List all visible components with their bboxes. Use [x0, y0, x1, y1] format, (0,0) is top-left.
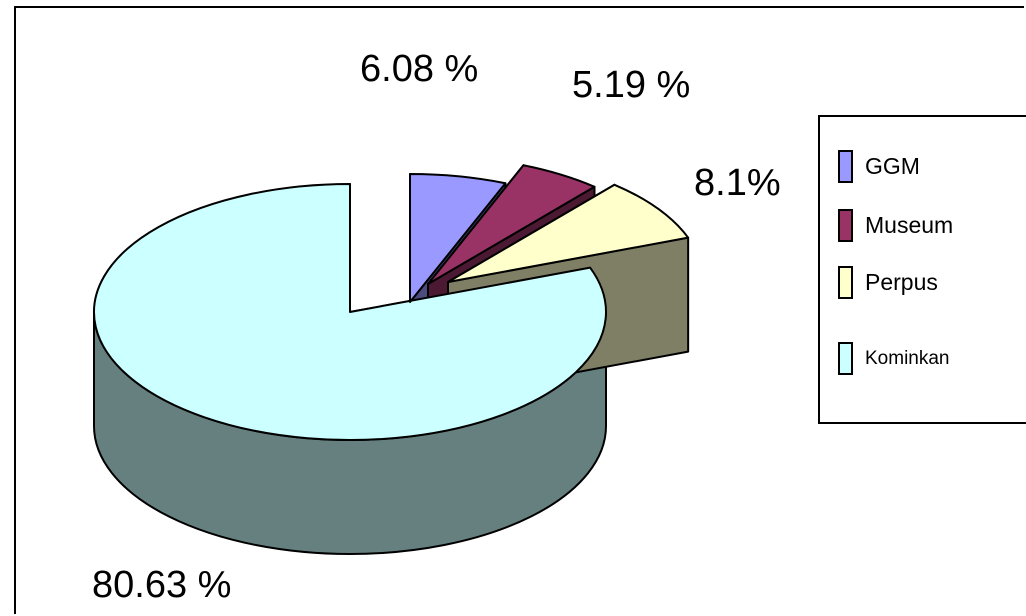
value-label-perpus: 8.1% — [694, 162, 781, 204]
legend-item-museum: Museum — [838, 209, 953, 242]
slice-ggm — [409, 173, 507, 303]
legend-item-kominkan: Kominkan — [838, 342, 950, 375]
legend-label-ggm: GGM — [865, 153, 920, 179]
legend-swatch-perpus — [838, 266, 853, 299]
legend: GGM Museum Perpus Kominkan — [818, 115, 1026, 424]
legend-label-museum: Museum — [865, 212, 954, 238]
slice-museum — [427, 164, 596, 285]
slice-kominkan — [93, 183, 607, 441]
chart-frame — [14, 6, 1024, 614]
value-label-kominkan: 80.63 % — [92, 564, 232, 606]
slice-perpus — [447, 183, 690, 283]
legend-item-perpus: Perpus — [838, 266, 938, 299]
legend-item-ggm: GGM — [838, 150, 920, 183]
legend-swatch-museum — [838, 209, 853, 242]
legend-swatch-kominkan — [838, 342, 853, 375]
legend-label-kominkan: Kominkan — [865, 347, 950, 369]
value-label-ggm: 6.08 % — [360, 48, 479, 90]
legend-label-perpus: Perpus — [865, 269, 938, 295]
value-label-museum: 5.19 % — [572, 64, 691, 106]
legend-swatch-ggm — [838, 150, 853, 183]
